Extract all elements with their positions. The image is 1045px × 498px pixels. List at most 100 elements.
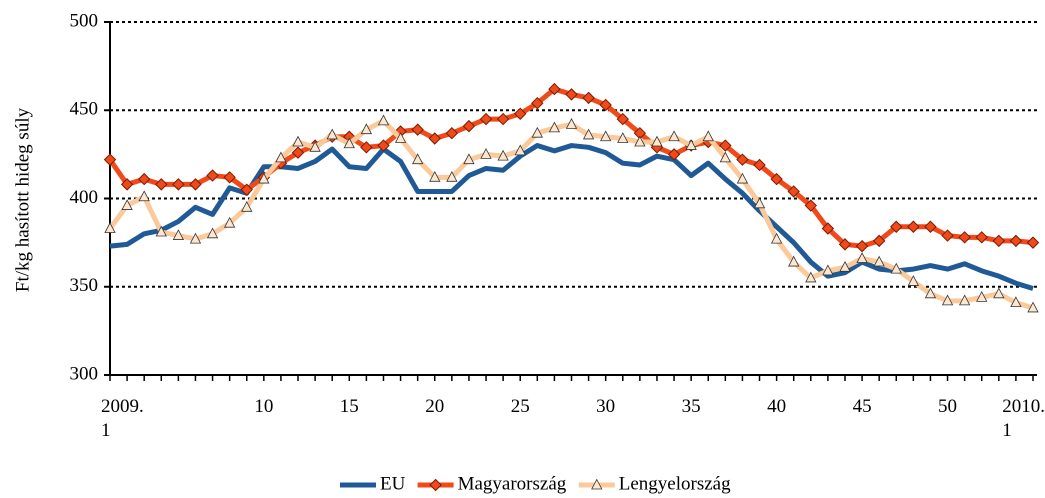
- point: [137, 172, 151, 186]
- point: [941, 229, 954, 242]
- point: [719, 151, 731, 163]
- point: [941, 294, 954, 306]
- point: [120, 178, 134, 191]
- x-tick-label: 35: [681, 396, 701, 417]
- point: [907, 275, 920, 286]
- x-tick-label: 10: [254, 396, 274, 417]
- point: [292, 135, 304, 147]
- x-tick-label: 25: [510, 396, 530, 417]
- point: [429, 170, 441, 182]
- legend-label: Magyarország: [458, 473, 567, 494]
- x-tick-label: 50: [938, 396, 958, 417]
- point: [223, 171, 236, 184]
- y-tick-label: 300: [70, 363, 99, 384]
- point: [326, 128, 338, 140]
- point: [412, 153, 424, 165]
- point: [360, 141, 373, 154]
- point: [462, 119, 476, 133]
- point: [958, 231, 971, 244]
- point: [787, 185, 800, 198]
- point: [394, 132, 407, 143]
- point: [360, 123, 373, 135]
- point: [1009, 234, 1023, 248]
- point: [958, 294, 971, 306]
- point: [480, 148, 492, 159]
- point: [667, 148, 681, 161]
- point: [258, 172, 270, 184]
- point: [155, 225, 167, 237]
- point: [1027, 301, 1039, 313]
- series-line: [109, 143, 1034, 291]
- point: [651, 135, 663, 147]
- point: [565, 88, 578, 101]
- point: [565, 118, 578, 129]
- point: [804, 199, 818, 212]
- point: [838, 238, 852, 251]
- point: [548, 121, 561, 133]
- point: [872, 234, 886, 248]
- point: [531, 96, 544, 110]
- point: [582, 128, 595, 140]
- point: [343, 137, 355, 149]
- point: [103, 153, 117, 166]
- point: [924, 220, 937, 233]
- point: [976, 290, 988, 302]
- point: [223, 216, 236, 228]
- x-tick-label: 30: [596, 396, 616, 417]
- point: [428, 132, 441, 145]
- point: [1026, 236, 1040, 249]
- point: [241, 200, 253, 212]
- x-tick-label: 2010. 1: [1002, 396, 1045, 441]
- point: [736, 172, 749, 184]
- point: [617, 132, 629, 143]
- point: [496, 112, 510, 126]
- point: [291, 146, 305, 159]
- point: [719, 139, 732, 152]
- point: [702, 130, 714, 142]
- point: [770, 172, 783, 186]
- point: [873, 255, 885, 267]
- point: [377, 139, 390, 152]
- point: [924, 287, 937, 299]
- point: [514, 107, 527, 120]
- point: [634, 135, 646, 147]
- point: [275, 151, 287, 163]
- point: [582, 91, 595, 105]
- point: [240, 183, 253, 196]
- y-tick-label: 500: [70, 10, 99, 31]
- point: [616, 112, 629, 126]
- point: [172, 178, 185, 191]
- point: [856, 252, 868, 263]
- point: [822, 264, 834, 276]
- x-tick-label: 40: [767, 396, 787, 417]
- legend-label: Lengyelország: [619, 473, 731, 494]
- point: [685, 139, 697, 150]
- point: [514, 144, 526, 156]
- point: [975, 231, 988, 244]
- y-tick-label: 350: [70, 275, 99, 296]
- point: [600, 130, 612, 142]
- point: [805, 271, 817, 283]
- y-axis-label: Ft/kg hasított hideg súly: [12, 107, 33, 292]
- point: [411, 123, 424, 136]
- point: [446, 170, 458, 182]
- point: [668, 130, 680, 142]
- point: [189, 178, 202, 191]
- point: [992, 234, 1006, 248]
- point: [463, 153, 475, 165]
- x-tick-label: 15: [339, 396, 359, 417]
- y-tick-label: 400: [70, 187, 99, 208]
- point: [189, 232, 202, 244]
- legend-marker: [591, 478, 603, 490]
- point: [104, 222, 116, 233]
- legend-label: EU: [380, 473, 406, 494]
- point: [121, 199, 133, 210]
- point: [599, 98, 612, 112]
- y-tick-label: 450: [70, 99, 99, 120]
- point: [445, 126, 459, 140]
- point: [855, 239, 869, 253]
- point: [206, 169, 219, 182]
- x-tick-label: 20: [425, 396, 445, 417]
